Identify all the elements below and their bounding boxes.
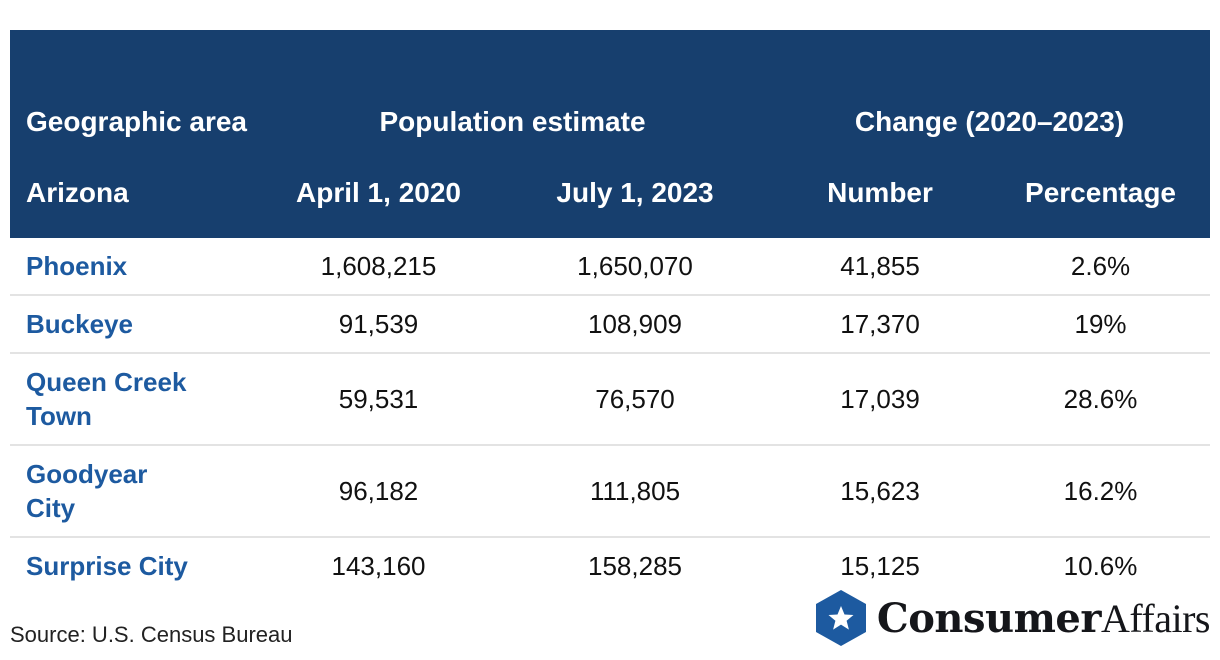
cell-change-number: 17,039 bbox=[769, 353, 992, 446]
header-population-estimate: Population estimate bbox=[256, 30, 770, 159]
cell-pop-2020: 143,160 bbox=[331, 550, 426, 581]
cell-change-number: 41,855 bbox=[769, 238, 992, 296]
cell-area: Buckeye bbox=[10, 295, 256, 354]
star-badge-icon bbox=[815, 590, 866, 646]
table-row: Surprise City 143,160 158,285 15,125 10.… bbox=[10, 537, 1210, 594]
table-row: Queen Creek Town 59,531 76,570 17,039 28… bbox=[10, 353, 1211, 446]
cell-area: Surprise City bbox=[26, 551, 188, 581]
cell-pop-2023: 158,285 bbox=[588, 550, 682, 581]
logo-wordmark-strong: Consumer bbox=[876, 594, 1102, 642]
population-table: Geographic area Population estimate Chan… bbox=[10, 30, 1211, 594]
cell-pop-2023: 108,909 bbox=[501, 295, 770, 354]
cell-change-percent: 2.6% bbox=[991, 238, 1211, 296]
cell-area: Queen Creek Town bbox=[10, 353, 256, 446]
cell-change-percent: 16.2% bbox=[991, 445, 1211, 538]
table-row: Goodyear City 96,182 111,805 15,623 16.2… bbox=[10, 445, 1211, 538]
cell-change-percent: 10.6% bbox=[1063, 550, 1138, 581]
cell-area: Phoenix bbox=[10, 238, 256, 296]
cell-pop-2020: 1,608,215 bbox=[256, 238, 501, 296]
cell-area: Goodyear City bbox=[10, 445, 256, 538]
logo-wordmark-light: Affairs bbox=[1100, 595, 1211, 641]
logo-wordmark: ConsumerAffairs bbox=[876, 594, 1211, 642]
cell-pop-2023: 76,570 bbox=[501, 353, 770, 446]
cell-change-number: 15,125 bbox=[840, 550, 920, 581]
cell-pop-2020: 59,531 bbox=[256, 353, 501, 446]
table-row: Phoenix 1,608,215 1,650,070 41,855 2.6% bbox=[10, 238, 1211, 296]
cell-change-percent: 19% bbox=[991, 295, 1211, 354]
cell-pop-2023: 111,805 bbox=[501, 445, 770, 538]
cell-change-number: 15,623 bbox=[769, 445, 992, 538]
header-arizona: Arizona bbox=[10, 159, 256, 238]
cell-pop-2020: 91,539 bbox=[256, 295, 501, 354]
source-note: Source: U.S. Census Bureau bbox=[10, 622, 293, 647]
header-row-columns: Arizona April 1, 2020 July 1, 2023 Numbe… bbox=[10, 159, 1211, 238]
header-row-groups: Geographic area Population estimate Chan… bbox=[10, 30, 1211, 159]
cell-change-number: 17,370 bbox=[769, 295, 992, 354]
cell-pop-2023: 1,650,070 bbox=[501, 238, 770, 296]
header-number: Number bbox=[769, 159, 992, 238]
consumeraffairs-logo: ConsumerAffairs bbox=[813, 588, 1211, 648]
cell-change-percent: 28.6% bbox=[991, 353, 1211, 446]
table-row: Buckeye 91,539 108,909 17,370 19% bbox=[10, 295, 1211, 354]
header-geographic-area: Geographic area bbox=[10, 30, 256, 159]
header-change: Change (2020–2023) bbox=[769, 30, 1211, 159]
header-percentage: Percentage bbox=[991, 159, 1211, 238]
header-april-2020: April 1, 2020 bbox=[256, 159, 501, 238]
population-table-container: Geographic area Population estimate Chan… bbox=[10, 30, 1211, 594]
header-july-2023: July 1, 2023 bbox=[501, 159, 770, 238]
cell-pop-2020: 96,182 bbox=[256, 445, 501, 538]
